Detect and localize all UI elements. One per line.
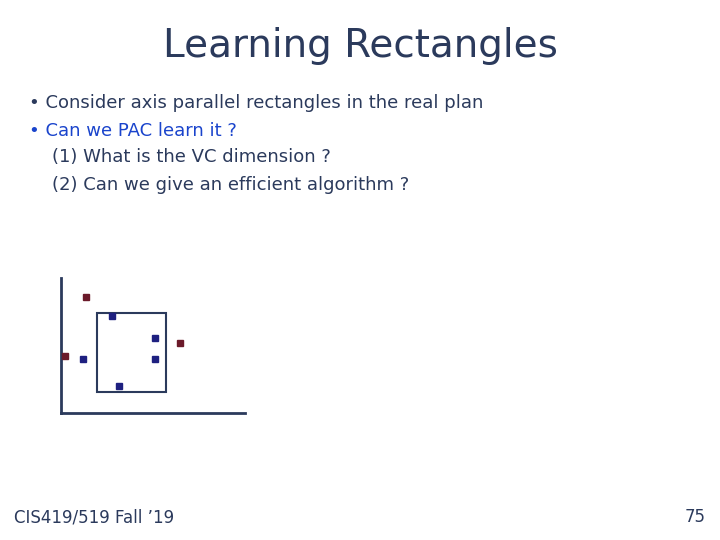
Text: (1) What is the VC dimension ?: (1) What is the VC dimension ? — [29, 148, 330, 166]
Text: 75: 75 — [685, 509, 706, 526]
Text: (2) Can we give an efficient algorithm ?: (2) Can we give an efficient algorithm ? — [29, 176, 409, 193]
Text: • Consider axis parallel rectangles in the real plan: • Consider axis parallel rectangles in t… — [29, 94, 483, 112]
Text: • Can we PAC learn it ?: • Can we PAC learn it ? — [29, 122, 237, 139]
Bar — [97, 313, 166, 392]
Text: Learning Rectangles: Learning Rectangles — [163, 27, 557, 65]
Text: CIS419/519 Fall ’19: CIS419/519 Fall ’19 — [14, 509, 174, 526]
